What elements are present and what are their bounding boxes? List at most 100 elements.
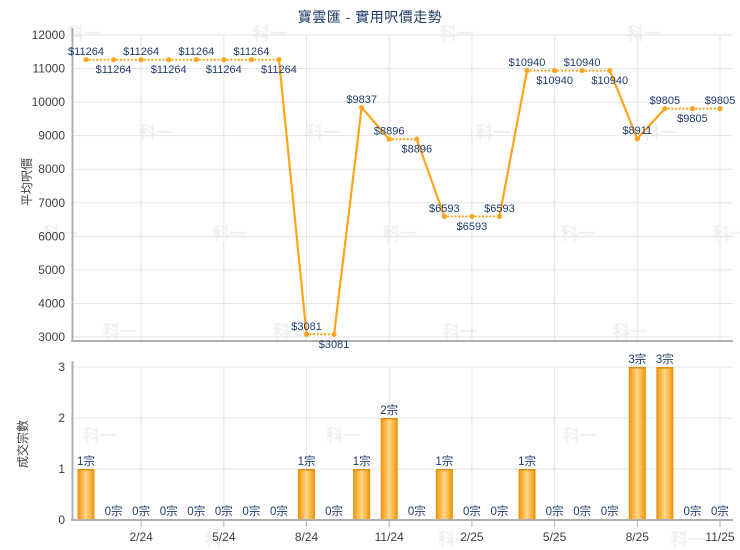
bar-count-label: 0宗: [215, 504, 233, 518]
price-point-marker: [303, 331, 310, 337]
price-point-label: $9805: [650, 95, 681, 107]
price-line-segment: [332, 107, 363, 335]
bar: [353, 469, 371, 519]
bar-count-label: 1宗: [298, 454, 316, 468]
bar-count-label: 3宗: [628, 352, 646, 366]
price-point-marker: [359, 104, 365, 111]
bar-count-label: 0宗: [160, 504, 178, 518]
y-tick-label-price: 9000: [38, 129, 65, 143]
x-tick-label: 2/25: [460, 530, 484, 544]
price-point-label: $11264: [68, 46, 104, 58]
bar-count-label: 0宗: [601, 504, 619, 518]
price-point-marker: [469, 213, 475, 220]
price-point-marker: [441, 213, 447, 220]
price-point-marker: [276, 57, 282, 63]
price-point-marker: [193, 57, 199, 63]
bar-count-label: 0宗: [491, 504, 509, 518]
price-point-label: $9805: [677, 113, 708, 125]
price-point-label: $9837: [346, 94, 377, 106]
bar-count-label: 1宗: [435, 454, 453, 468]
y-tick-label-count: 2: [58, 411, 65, 425]
bar-count-label: 0宗: [105, 504, 123, 518]
price-point-label: $11264: [233, 46, 269, 58]
y-tick-label-count: 3: [58, 360, 65, 374]
bar-count-label: 0宗: [325, 504, 343, 518]
bar-count-label: 1宗: [77, 454, 95, 468]
price-point-marker: [552, 67, 558, 74]
price-point-marker: [689, 106, 696, 112]
x-tick-label: 11/24: [375, 530, 404, 544]
price-line-segment: [360, 106, 391, 140]
x-tick-label: 5/25: [543, 530, 567, 544]
price-point-label: $3081: [319, 339, 350, 351]
bar: [77, 469, 95, 519]
y-tick-label-price: 11000: [33, 62, 66, 76]
bar: [380, 418, 398, 519]
price-point-label: $6593: [484, 203, 515, 215]
bar-count-label: 0宗: [683, 504, 701, 518]
price-point-label: $11264: [206, 64, 242, 76]
price-point-marker: [138, 57, 144, 63]
bar-count-label: 0宗: [408, 504, 426, 518]
price-point-marker: [221, 57, 227, 63]
price-point-marker: [634, 136, 640, 142]
y-tick-label-count: 1: [58, 462, 65, 476]
price-line-segment: [415, 138, 446, 217]
price-point-label: $8911: [622, 125, 652, 137]
y-tick-label-price: 12000: [32, 28, 66, 42]
y-tick-label-price: 3000: [38, 330, 65, 344]
price-point-marker: [579, 67, 585, 74]
price-point-label: $9805: [705, 95, 736, 107]
bar-count-label: 0宗: [187, 504, 205, 518]
price-point-marker: [524, 67, 530, 74]
price-point-label: $6593: [429, 203, 460, 215]
x-tick-label: 2/24: [129, 530, 153, 544]
price-point-label: $11264: [261, 64, 297, 76]
chart-title: 寶雲匯 - 實用呎價走勢: [297, 9, 443, 25]
price-point-label: $11264: [151, 64, 187, 76]
price-point-label: $8896: [374, 126, 405, 138]
bar-count-label: 1宗: [518, 454, 536, 468]
price-line-segment: [608, 70, 639, 140]
bar-count-label: 0宗: [573, 504, 591, 518]
price-point-label: $11264: [178, 46, 214, 58]
price-point-label: $11264: [123, 46, 159, 58]
price-point-label: $10940: [564, 57, 601, 69]
bar: [518, 469, 536, 519]
price-point-label: $3081: [291, 321, 322, 333]
price-point-marker: [110, 57, 117, 63]
price-point-marker: [607, 67, 613, 74]
price-point-marker: [248, 57, 254, 63]
y-tick-label-count: 0: [58, 513, 65, 527]
price-point-marker: [331, 331, 337, 337]
bar: [628, 367, 646, 519]
price-line-segment: [498, 70, 529, 217]
price-point-label: $10940: [536, 75, 573, 87]
price-point-marker: [83, 57, 89, 63]
price-point-marker: [717, 106, 723, 112]
bar: [435, 469, 453, 519]
price-point-label: $10940: [591, 75, 628, 87]
price-point-marker: [414, 136, 420, 142]
y-tick-label-price: 10000: [32, 95, 66, 109]
bar-count-label: 0宗: [132, 504, 150, 518]
price-point-marker: [386, 136, 392, 142]
y-tick-label-price: 6000: [38, 229, 65, 243]
x-tick-label: 8/24: [295, 530, 319, 544]
bar-count-label: 1宗: [353, 454, 371, 468]
bar: [656, 367, 674, 519]
x-tick-label: 11/25: [705, 530, 734, 544]
y-tick-label-price: 7000: [38, 196, 65, 210]
price-line-segment: [636, 107, 666, 140]
bar-count-label: 2宗: [380, 403, 398, 417]
bar-count-label: 0宗: [546, 504, 564, 518]
x-tick-label: 5/24: [212, 530, 236, 544]
bar-count-label: 0宗: [242, 504, 260, 518]
price-point-label: $11264: [96, 64, 132, 76]
x-tick-label: 8/25: [626, 530, 650, 544]
price-point-label: $10940: [509, 57, 546, 69]
bar: [298, 469, 316, 519]
price-point-label: $6593: [457, 221, 488, 233]
price-point-marker: [662, 106, 668, 112]
